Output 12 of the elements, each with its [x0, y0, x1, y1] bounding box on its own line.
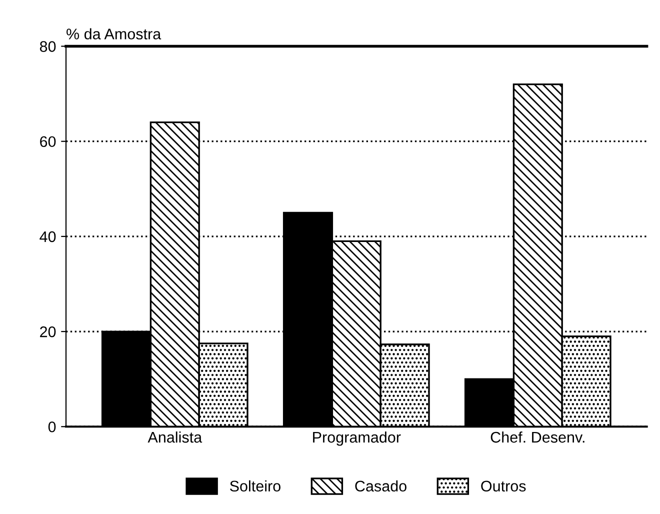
y-axis-title: % da Amostra — [66, 28, 162, 40]
y-tick-label: 0 — [48, 421, 56, 432]
y-tick-label: 40 — [40, 231, 56, 242]
x-tick-label: Analista — [148, 431, 202, 443]
x-tick-label: Chef. Desenv. — [490, 431, 584, 443]
legend-label: Outros — [481, 480, 526, 492]
y-tick-label: 80 — [40, 41, 56, 52]
y-tick-label: 20 — [40, 326, 56, 338]
x-tick-label: Programador — [313, 431, 401, 446]
y-tick-label: 60 — [40, 136, 56, 148]
legend-label: Solteiro — [230, 480, 280, 492]
legend-label: Casado — [355, 480, 406, 492]
